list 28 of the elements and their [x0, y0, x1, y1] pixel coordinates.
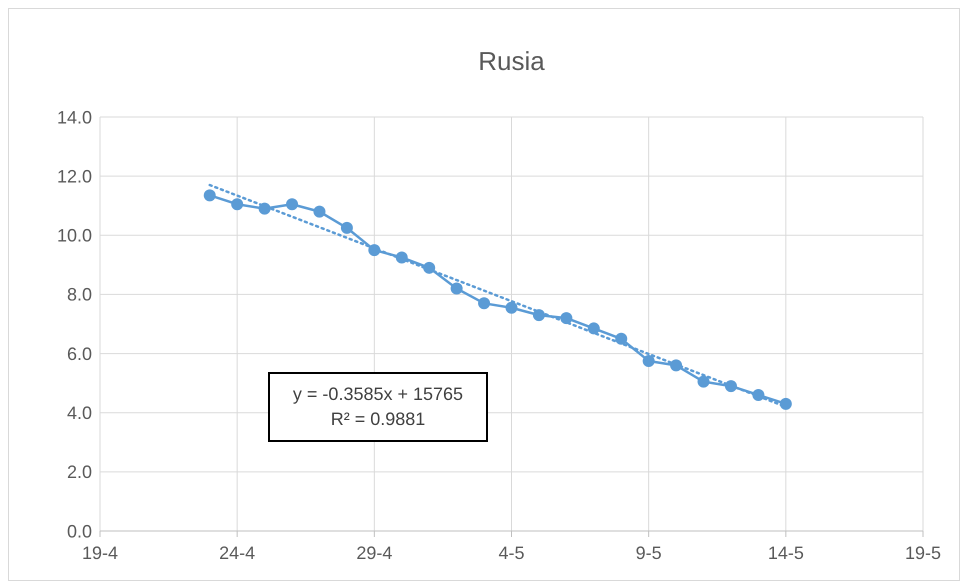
point — [286, 198, 298, 210]
point — [642, 354, 655, 367]
point — [478, 297, 490, 310]
point — [698, 376, 710, 388]
y-tick-label: 2.0 — [66, 462, 92, 482]
y-tick-label: 6.0 — [66, 344, 92, 364]
point — [506, 302, 518, 314]
point — [450, 282, 463, 295]
y-tick-label: 0.0 — [66, 521, 92, 542]
y-tick-label: 10.0 — [56, 226, 92, 246]
x-tick-label: 24-4 — [219, 543, 256, 563]
point — [780, 398, 792, 410]
point — [231, 198, 244, 210]
x-tick-label: 4-5 — [498, 543, 525, 563]
x-tick-label: 9-5 — [636, 543, 662, 563]
annotation: y = -0.3585x + 15765 R² = 0.9881 — [292, 384, 464, 429]
x-tick-label: 14-5 — [768, 543, 804, 563]
point — [340, 222, 353, 234]
point — [313, 206, 326, 218]
y-tick-label: 4.0 — [66, 403, 92, 424]
y-tick-label: 14.0 — [56, 107, 92, 128]
chart-title: Rusia — [478, 46, 546, 76]
x-tick-label: 29-4 — [356, 543, 392, 563]
x-tick-label: 19-4 — [82, 543, 118, 563]
point — [204, 189, 216, 202]
x-tick-label: 19-5 — [904, 543, 942, 563]
y-tick-label: 8.0 — [66, 284, 92, 305]
y-tick-label: 12.0 — [56, 166, 92, 186]
